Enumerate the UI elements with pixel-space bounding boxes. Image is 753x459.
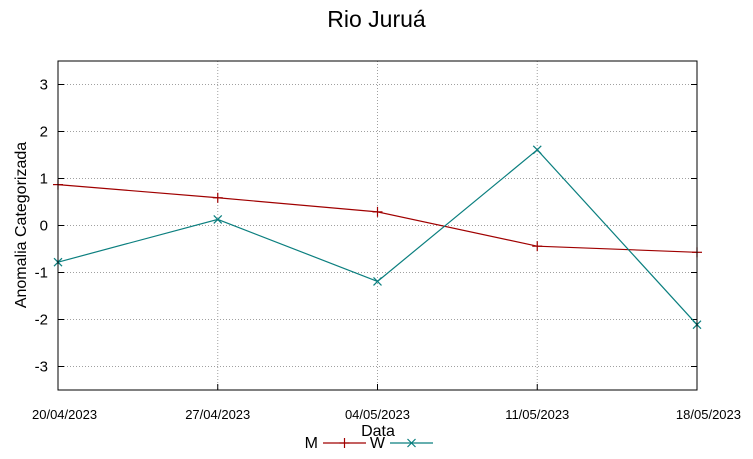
data-point-m bbox=[212, 192, 223, 203]
y-tick-label: 0 bbox=[40, 218, 48, 235]
series-group bbox=[53, 145, 702, 330]
data-point-m bbox=[372, 206, 383, 217]
y-tick-label: 1 bbox=[40, 171, 48, 188]
y-axis-ticks: 3 2 1 0 -1 -2 -3 bbox=[35, 77, 697, 376]
chart-title: Rio Juruá bbox=[327, 6, 426, 32]
x-tick-label: 04/05/2023 bbox=[345, 407, 410, 422]
legend-marker-m bbox=[339, 438, 350, 448]
x-tick-label: 18/05/2023 bbox=[676, 407, 741, 422]
x-axis-ticks: 20/04/2023 27/04/2023 04/05/2023 11/05/2023… bbox=[32, 384, 741, 422]
grid-lines bbox=[57, 61, 698, 390]
y-tick-label: -1 bbox=[35, 265, 48, 282]
y-tick-label: -3 bbox=[35, 359, 48, 376]
y-tick-label: -2 bbox=[35, 312, 48, 329]
plot-frame bbox=[57, 60, 698, 391]
x-axis-label: Data bbox=[361, 423, 395, 440]
legend-label-w: W bbox=[370, 435, 386, 452]
x-tick-label: 11/05/2023 bbox=[505, 407, 569, 422]
data-point-w bbox=[373, 277, 382, 286]
x-tick-label: 27/04/2023 bbox=[185, 407, 250, 422]
x-tick-label: 20/04/2023 bbox=[32, 407, 97, 422]
series-line-m bbox=[57, 184, 698, 253]
y-tick-label: 2 bbox=[40, 124, 48, 141]
y-tick-label: 3 bbox=[40, 77, 48, 94]
y-axis-label: Anomalia Categorizada bbox=[13, 142, 30, 308]
legend-marker-w bbox=[407, 438, 416, 448]
data-point-w bbox=[532, 145, 542, 155]
data-point-w bbox=[213, 214, 223, 224]
data-point-m bbox=[532, 241, 543, 252]
legend-label-m: M bbox=[305, 435, 318, 452]
